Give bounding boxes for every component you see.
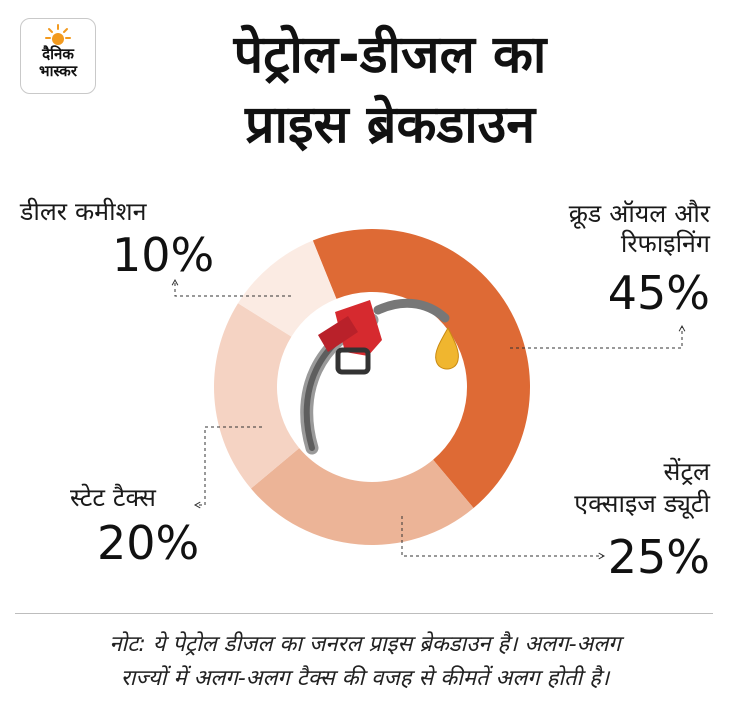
slice-state-tax [214, 303, 300, 489]
slice-crude-oil [312, 228, 531, 509]
title-line2: प्राइस ब्रेकडाउन [244, 95, 536, 155]
leader-state-tax-arrow [193, 501, 201, 509]
leader-central-excise [401, 516, 604, 557]
fuel-nozzle-icon [300, 298, 459, 455]
title-line1: पेट्रोल-डीजल का [233, 25, 547, 85]
dealer-commission-label: डीलर कमीशन [20, 197, 147, 226]
state-tax-label: स्टेट टैक्स [70, 483, 156, 512]
central-excise-label-line2: एक्साइज ड्यूटी [574, 489, 710, 518]
logo-text-line1: दैनिक [42, 45, 74, 63]
footnote-line2: राज्यों में अलग-अलग टैक्स की वजह से कीमत… [120, 666, 610, 691]
dealer-commission-value: 10% [112, 228, 215, 282]
sun-icon [45, 24, 71, 45]
crude-oil-label-line2: रिफाइनिंग [620, 229, 710, 258]
central-excise-label-line1: सेंट्रल [663, 457, 710, 486]
footnote: नोट: ये पेट्रोल डीजल का जनरल प्राइस ब्रे… [15, 628, 715, 696]
slice-central-excise [250, 448, 474, 545]
slice-dealer-commission [238, 240, 337, 337]
donut-chart [171, 228, 686, 560]
central-excise-value: 25% [607, 530, 710, 584]
crude-oil-value: 45% [607, 266, 710, 320]
crude-oil-label-line1: क्रूड ऑयल और [568, 199, 710, 228]
leader-crude-oil-arrow [678, 324, 686, 332]
leader-central-excise-arrow [598, 552, 606, 560]
leader-dealer-commission [174, 280, 291, 297]
page-title: पेट्रोल-डीजल का प्राइस ब्रेकडाउन [130, 20, 650, 160]
footnote-line1: नोट: ये पेट्रोल डीजल का जनरल प्राइस ब्रे… [109, 632, 621, 657]
divider [15, 613, 713, 614]
logo-text-line2: भास्कर [39, 62, 77, 80]
leader-crude-oil [510, 326, 683, 349]
leader-state-tax [195, 426, 262, 506]
state-tax-value: 20% [97, 516, 200, 570]
leader-dealer-commission-arrow [171, 278, 179, 286]
brand-logo: दैनिक भास्कर [20, 18, 96, 94]
